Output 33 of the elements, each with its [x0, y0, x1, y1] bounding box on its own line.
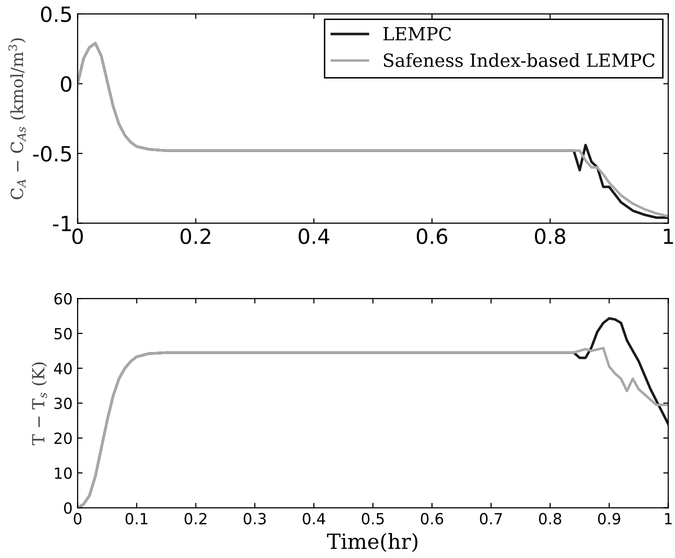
- legend-label: LEMPC: [383, 26, 451, 41]
- x-tick-label: 0.8: [534, 228, 566, 244]
- x-tick-label: 0.1: [126, 512, 148, 524]
- y-tick-label: 30: [54, 398, 72, 410]
- x-axis-title: Time(hr): [327, 532, 418, 552]
- y-tick-label: 0.5: [41, 6, 71, 22]
- x-tick-label: 0: [72, 228, 83, 244]
- y-tick-label: 50: [54, 328, 72, 340]
- x-tick-label: 0.8: [538, 512, 562, 524]
- x-tick-label: 0.7: [480, 512, 502, 524]
- y-tick-label: 60: [54, 292, 72, 305]
- x-tick-label: 0.5: [362, 512, 384, 524]
- legend-label: Safeness Index-based LEMPC: [384, 53, 655, 68]
- y-tick-label: 0: [64, 502, 72, 514]
- x-tick-label: 0: [74, 512, 82, 524]
- x-tick-label: 0.6: [416, 228, 448, 244]
- x-tick-label: 0.9: [598, 512, 620, 524]
- y-tick-label: 0: [60, 76, 72, 92]
- x-tick-label: 0.3: [244, 512, 266, 524]
- x-tick-label: 0.4: [302, 512, 326, 524]
- y-tick-label: -0.5: [33, 146, 71, 162]
- y-tick-label: 10: [55, 467, 72, 479]
- y-axis-title: T − T$_{s}$ (K): [32, 362, 48, 446]
- y-tick-label: -1: [53, 216, 71, 232]
- x-tick-label: 1: [664, 228, 673, 244]
- x-tick-label: 0.6: [420, 512, 444, 524]
- y-axis-title: C$_{A}$ − C$_{As}$ (kmol/m$^{3}$): [8, 38, 26, 200]
- x-tick-label: 0.2: [184, 512, 206, 524]
- y-tick-label: 20: [54, 432, 72, 444]
- x-tick-label: 0.4: [298, 228, 330, 244]
- x-tick-label: 1: [665, 513, 672, 524]
- x-tick-label: 0.2: [180, 228, 210, 244]
- y-tick-label: 40: [54, 362, 72, 374]
